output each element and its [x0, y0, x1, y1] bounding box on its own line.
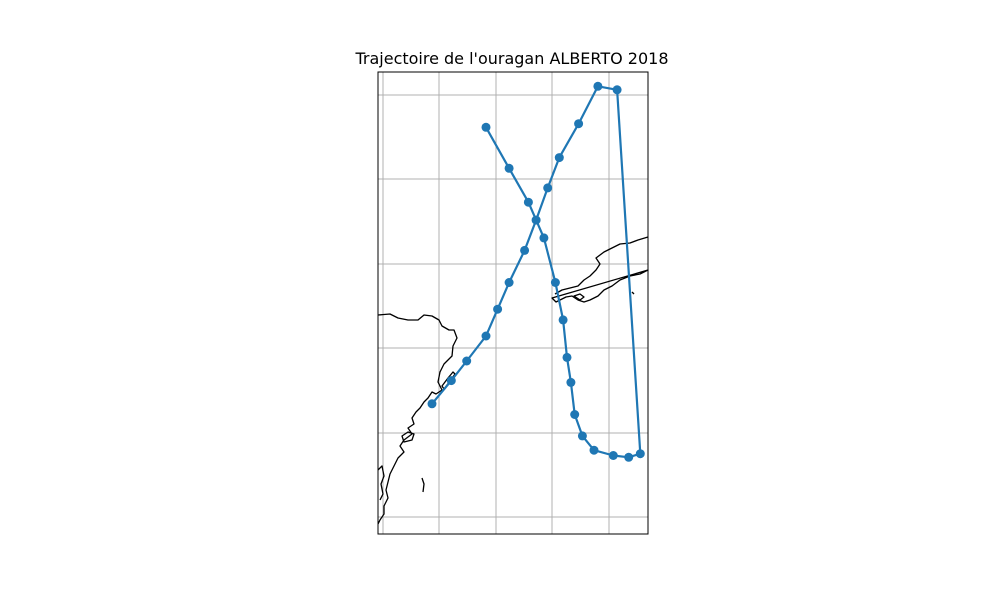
track-points [427, 81, 645, 462]
track-point [562, 352, 572, 362]
track-point [554, 153, 564, 163]
track-point [481, 122, 491, 132]
gridlines [378, 72, 648, 534]
map-frame [377, 71, 649, 535]
track-point [427, 399, 437, 409]
track-point [570, 410, 580, 419]
hurricane-track [427, 81, 645, 462]
map-axes [377, 71, 649, 535]
track-point [493, 304, 503, 314]
track-point [566, 377, 576, 387]
coastlines [377, 236, 649, 525]
track-point [558, 315, 568, 325]
track-point [550, 278, 560, 287]
track-point [504, 278, 514, 287]
track-point [446, 376, 456, 386]
track-point [481, 331, 491, 341]
chart-title: Trajectoire de l'ouragan ALBERTO 2018 [354, 49, 668, 68]
track-point [635, 449, 645, 459]
track-point [504, 163, 514, 173]
track-point [593, 81, 603, 91]
coastline-isla-juventud [573, 293, 585, 301]
coastline-cay [421, 477, 425, 493]
track-point [520, 245, 530, 255]
coastline-bay [401, 431, 415, 443]
track-point [608, 451, 618, 460]
track-point [523, 197, 533, 207]
track-point [543, 183, 553, 193]
coastline-cuba-south [551, 269, 649, 303]
track-point [531, 215, 541, 225]
track-point [539, 233, 549, 243]
track-point [589, 445, 599, 455]
track-point [574, 119, 584, 129]
track-point [462, 356, 472, 366]
map-background [378, 72, 648, 534]
track-point [612, 85, 622, 95]
track-point [577, 431, 587, 441]
track-point [624, 452, 634, 462]
coastline-left-edge [377, 465, 385, 501]
coastline-yucatan [377, 313, 458, 525]
coastline-cay-east [631, 291, 635, 295]
